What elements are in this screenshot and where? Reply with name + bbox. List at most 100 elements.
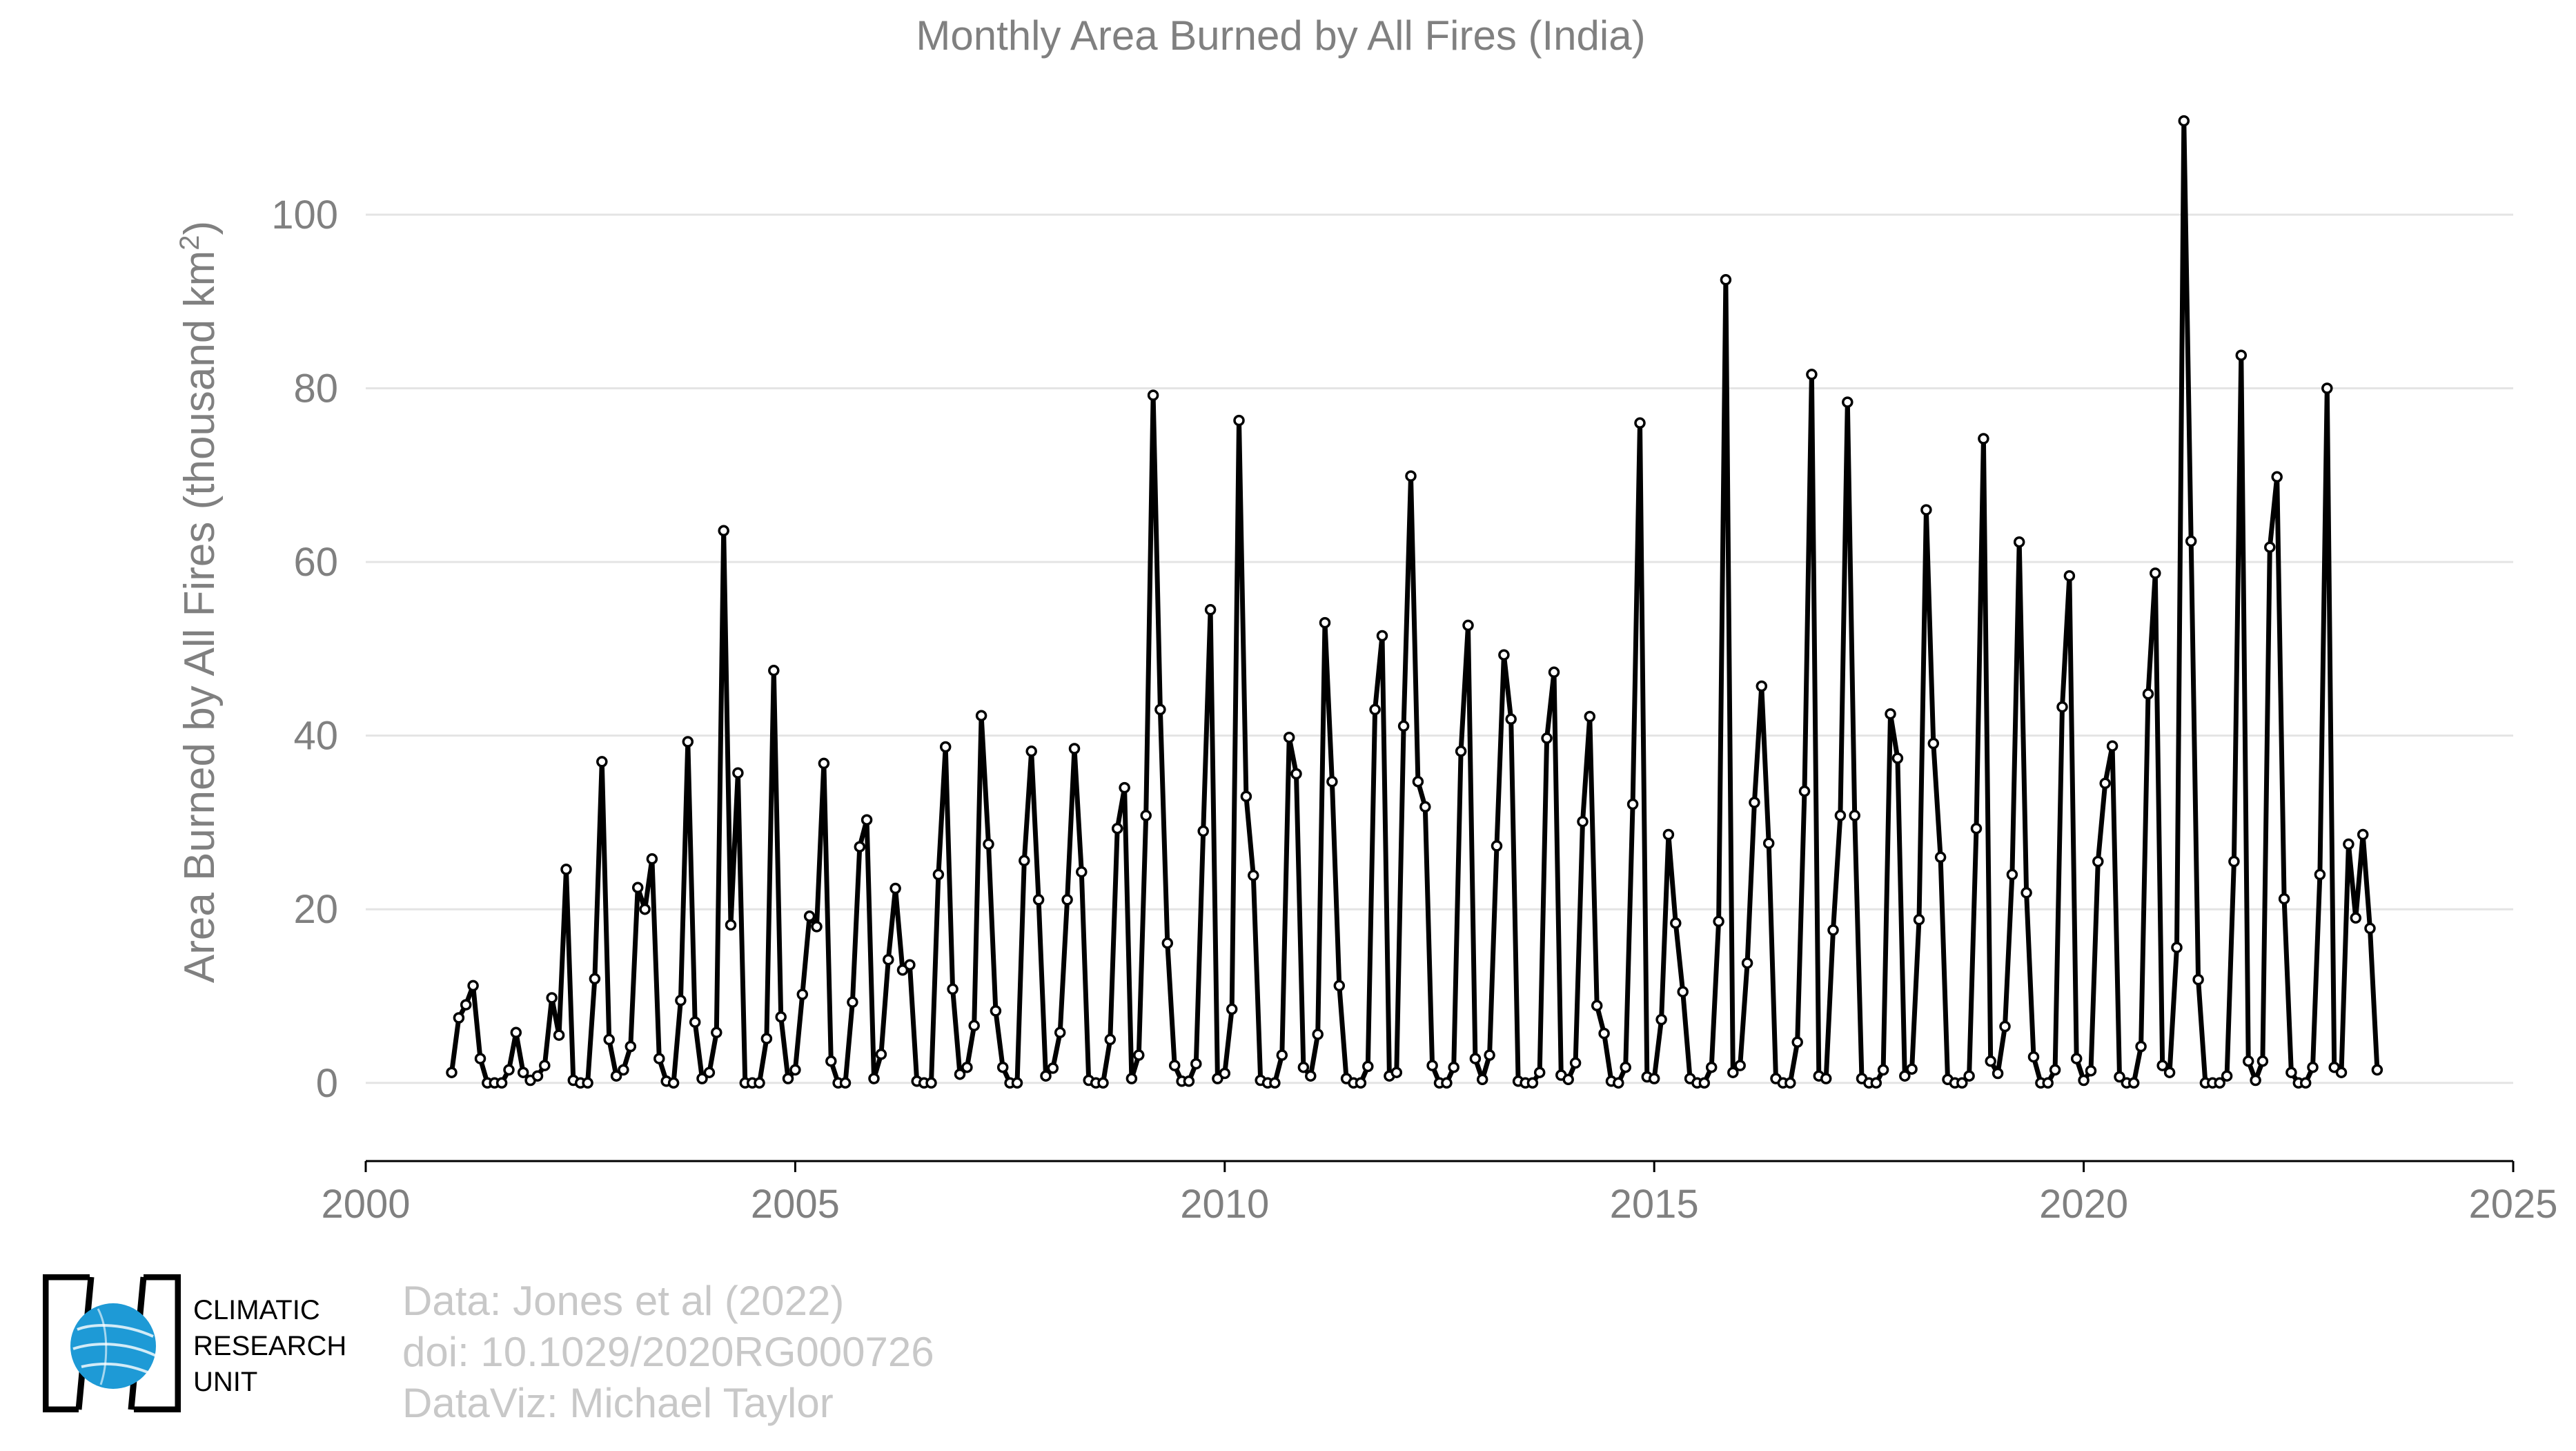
- data-point: [1985, 1055, 1996, 1067]
- series-line: [449, 118, 2380, 1086]
- data-point: [1662, 828, 1675, 841]
- logo-text-line: UNIT: [193, 1367, 258, 1397]
- data-point: [1591, 1000, 1603, 1012]
- data-point: [495, 1077, 508, 1089]
- data-point: [2242, 1055, 2254, 1067]
- data-point: [996, 1061, 1009, 1073]
- data-point: [1376, 630, 1388, 642]
- data-point: [589, 973, 601, 985]
- data-point: [610, 1070, 622, 1082]
- data-point: [1305, 1070, 1317, 1082]
- y-tick-label: 40: [293, 714, 338, 759]
- x-tick-label: 2015: [1610, 1182, 1699, 1227]
- data-point: [2228, 855, 2240, 868]
- data-point: [1355, 1077, 1367, 1089]
- data-point: [2235, 349, 2248, 361]
- data-point: [768, 665, 780, 676]
- logo-text-line: CLIMATIC: [193, 1295, 320, 1325]
- data-point: [2142, 688, 2154, 700]
- data-point: [1698, 1077, 1711, 1089]
- data-point: [1448, 1061, 1459, 1073]
- data-point: [596, 756, 608, 768]
- data-point: [1319, 616, 1331, 629]
- data-point: [2092, 855, 2104, 868]
- data-point: [847, 996, 858, 1009]
- y-tick-label: 0: [316, 1061, 338, 1106]
- data-point: [1269, 1077, 1281, 1089]
- data-point: [1405, 470, 1417, 482]
- data-point: [1598, 1027, 1610, 1040]
- data-point: [1097, 1077, 1109, 1089]
- data-point: [1068, 743, 1081, 754]
- data-point: [1032, 894, 1045, 906]
- data-point: [2357, 828, 2369, 841]
- data-point: [961, 1061, 973, 1073]
- data-point: [2156, 1060, 2168, 1071]
- data-point: [1455, 746, 1467, 757]
- data-point: [1956, 1077, 1968, 1089]
- data-point: [932, 868, 945, 881]
- data-point: [1183, 1075, 1195, 1087]
- data-point: [1212, 1073, 1223, 1084]
- data-point: [818, 757, 830, 770]
- data-point: [1734, 1060, 1746, 1071]
- data-point: [703, 1067, 716, 1078]
- data-point: [2307, 1061, 2319, 1073]
- data-point: [868, 1073, 880, 1084]
- logo-text-line: RESEARCH: [193, 1331, 347, 1361]
- data-point: [2013, 536, 2025, 548]
- data-point: [904, 959, 916, 971]
- data-point: [1397, 720, 1410, 732]
- data-point: [1168, 1060, 1181, 1071]
- data-point: [1283, 731, 1295, 743]
- data-point: [1927, 737, 1940, 750]
- data-point: [947, 983, 958, 995]
- data-point: [1054, 1026, 1066, 1039]
- data-point: [782, 1073, 794, 1084]
- data-point: [1934, 851, 1947, 864]
- data-point: [861, 814, 873, 826]
- data-point: [2106, 740, 2118, 752]
- data-point: [2250, 1074, 2261, 1087]
- data-point: [689, 1016, 701, 1028]
- data-point: [2056, 701, 2068, 713]
- data-point: [1569, 1057, 1582, 1069]
- data-point: [503, 1064, 515, 1076]
- data-point: [2271, 471, 2283, 483]
- data-point: [2364, 922, 2376, 935]
- y-axis-label: Area Burned by All Fires (thousand km2): [175, 221, 224, 983]
- data-point: [453, 1012, 465, 1024]
- data-point: [2314, 868, 2326, 881]
- data-point: [582, 1077, 593, 1089]
- data-point: [1727, 1067, 1739, 1078]
- data-point: [1426, 1060, 1438, 1071]
- cru-logo: [42, 1274, 181, 1413]
- data-point: [531, 1070, 544, 1082]
- data-point: [2371, 1064, 2383, 1076]
- data-point: [711, 1026, 722, 1039]
- data-point: [1655, 1013, 1667, 1026]
- data-point: [1713, 915, 1724, 928]
- cru-logo-mark: [42, 1274, 181, 1413]
- data-point: [1161, 937, 1174, 949]
- credit-line: DataViz: Michael Taylor: [402, 1380, 834, 1426]
- data-point: [1233, 414, 1245, 427]
- data-point: [2150, 567, 2161, 579]
- data-point: [1484, 1049, 1495, 1061]
- data-point: [1906, 1063, 1918, 1075]
- data-point: [1970, 822, 1983, 835]
- data-point: [1491, 840, 1503, 852]
- data-point: [1019, 855, 1030, 867]
- data-point: [646, 853, 658, 865]
- data-point: [2221, 1070, 2233, 1082]
- data-point: [1626, 798, 1639, 810]
- data-point: [1111, 822, 1123, 835]
- data-point: [883, 953, 894, 966]
- data-point: [954, 1068, 966, 1080]
- data-point: [667, 1077, 680, 1089]
- data-point: [889, 882, 901, 895]
- data-point: [2163, 1067, 2176, 1078]
- data-point: [1670, 917, 1682, 929]
- data-point: [1834, 810, 1847, 821]
